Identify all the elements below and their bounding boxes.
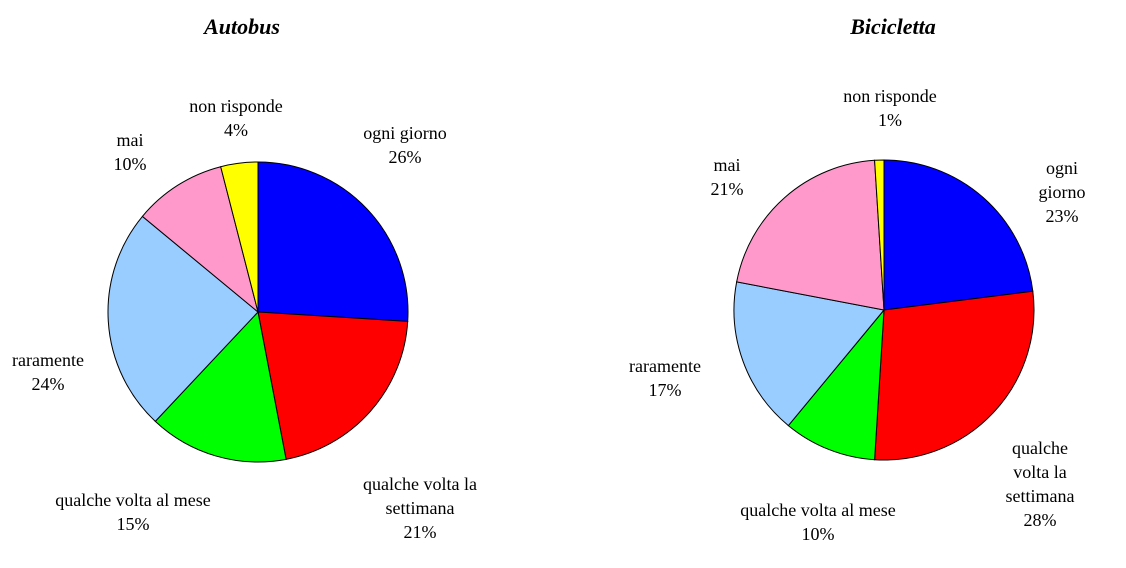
pie-slice	[874, 159, 885, 311]
category-label: qualche volta la settimana	[363, 474, 477, 518]
value-label: 15%	[116, 514, 150, 534]
pie-slice	[154, 310, 287, 463]
pie-slice	[883, 159, 1034, 311]
pie-chart	[107, 161, 409, 463]
slice-label: raramente 17%	[629, 354, 701, 402]
value-label: 1%	[878, 110, 902, 130]
category-label: raramente	[12, 350, 84, 370]
slice-label: qualche volta al mese 10%	[740, 498, 895, 546]
value-label: 4%	[224, 120, 248, 140]
pie-slice	[736, 159, 885, 311]
pie-chart	[733, 159, 1035, 461]
value-label: 28%	[1023, 510, 1057, 530]
slice-label: ogni giorno 23%	[1030, 156, 1094, 228]
value-label: 26%	[388, 147, 422, 167]
slice-label: non risponde 1%	[843, 84, 937, 132]
pie-slice	[874, 290, 1035, 461]
pie-slice	[257, 161, 409, 322]
category-label: ogni giorno	[1038, 158, 1086, 202]
pie-slice	[220, 161, 259, 313]
slice-label: mai 21%	[711, 153, 744, 201]
slice-label: qualche volta al mese 15%	[55, 488, 210, 536]
chart-title: Bicicletta	[850, 14, 936, 39]
pie-slice	[787, 308, 885, 461]
chart-title: Autobus	[204, 14, 280, 39]
slice-label: qualche volta la settimana 21%	[340, 472, 500, 544]
value-label: 23%	[1045, 206, 1079, 226]
category-label: qualche volta la settimana	[1005, 438, 1075, 506]
value-label: 10%	[113, 154, 147, 174]
value-label: 10%	[801, 524, 835, 544]
slice-label: qualche volta la settimana 28%	[997, 436, 1083, 532]
slice-label: ogni giorno 26%	[363, 121, 447, 169]
value-label: 21%	[403, 522, 437, 542]
pie-slice	[733, 281, 885, 427]
category-label: ogni giorno	[363, 123, 447, 143]
value-label: 17%	[648, 380, 682, 400]
category-label: mai	[713, 155, 741, 175]
slice-label: non risponde 4%	[189, 94, 283, 142]
value-label: 21%	[710, 179, 744, 199]
category-label: raramente	[629, 356, 701, 376]
category-label: qualche volta al mese	[740, 500, 896, 520]
pie-slice	[257, 311, 409, 460]
category-label: non risponde	[189, 96, 283, 116]
slice-label: mai 10%	[114, 128, 147, 176]
value-label: 24%	[31, 374, 65, 394]
category-label: qualche volta al mese	[55, 490, 211, 510]
pie-slice	[141, 166, 259, 314]
pie-slice	[107, 215, 259, 423]
category-label: non risponde	[843, 86, 937, 106]
slice-label: raramente 24%	[12, 348, 84, 396]
category-label: mai	[116, 130, 144, 150]
